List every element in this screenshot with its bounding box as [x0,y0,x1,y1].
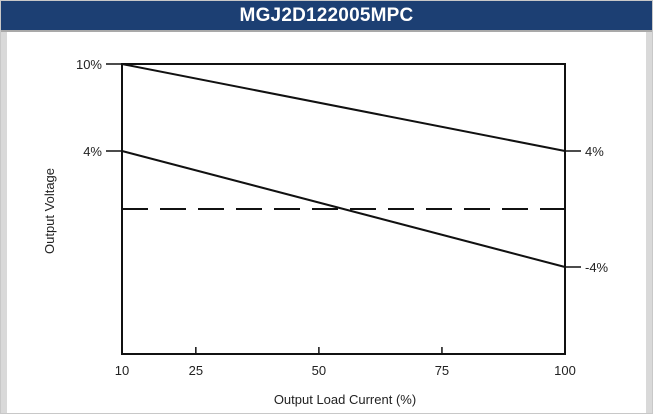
right-tick-label-1: -4% [585,260,609,275]
x-tick-label-4: 100 [554,363,576,378]
x-tick-label-2: 50 [312,363,326,378]
right-border-strip [646,32,652,413]
chart-title: MGJ2D122005MPC [1,1,652,32]
left-border-strip [1,32,7,413]
left-tick-label-0: 10% [76,57,102,72]
y-axis-label: Output Voltage [42,168,57,254]
series-line-1 [121,150,566,268]
series-line-0 [121,63,566,152]
x-tick-label-3: 75 [435,363,449,378]
plot-area: 10 25 50 75 100 10% 4% 4% -4% [76,57,609,378]
x-tick-label-1: 25 [189,363,203,378]
x-tick-label-0: 10 [115,363,129,378]
right-tick-label-0: 4% [585,144,604,159]
x-axis-label: Output Load Current (%) [274,392,416,407]
left-tick-label-1: 4% [83,144,102,159]
